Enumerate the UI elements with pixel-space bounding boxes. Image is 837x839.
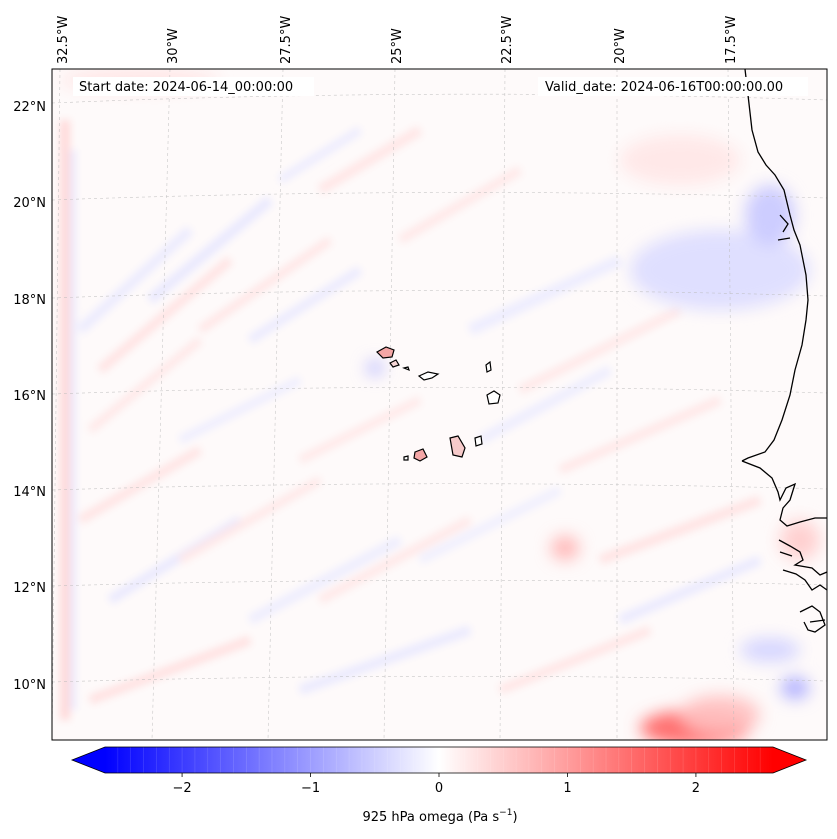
start-date-box <box>73 77 314 96</box>
island-santo-antao <box>376 346 395 359</box>
colorbar: −2 −1 0 1 2 925 hPa omega (Pa s−1) <box>70 746 808 825</box>
parallel-20n <box>52 192 827 201</box>
lon-tick-label: 32.5°W <box>56 16 71 64</box>
lat-tick-label: 22°N <box>13 100 46 115</box>
lon-tick-label: 17.5°W <box>724 16 739 64</box>
coastline-western-sahara <box>777 214 791 241</box>
coastline-mauritania <box>741 69 809 462</box>
parallel-22n <box>52 93 827 104</box>
island-boa-vista <box>486 390 501 405</box>
lat-tick-label: 14°N <box>13 485 46 500</box>
lat-tick-label: 10°N <box>13 678 46 693</box>
colorbar-label-close: ) <box>512 810 517 825</box>
lon-tick-label: 27.5°W <box>279 16 294 64</box>
island-maio <box>474 435 483 447</box>
parallel-12n <box>52 579 827 587</box>
coastline-gambia-guinea <box>778 539 827 633</box>
colorbar-tick-label: 1 <box>563 781 571 796</box>
lon-tick-label: 25°W <box>390 28 405 64</box>
island-sal <box>485 360 492 373</box>
west-edge-band <box>70 150 76 710</box>
colorbar-label: 925 hPa omega (Pa s−1) <box>362 808 517 825</box>
lat-tick-label: 20°N <box>13 196 46 211</box>
west-edge-band <box>60 120 70 720</box>
colorbar-min-extend <box>72 747 105 773</box>
colorbar-tick-label: 0 <box>435 781 443 796</box>
subsidence-region <box>781 677 809 699</box>
coastline-senegal <box>741 460 827 527</box>
ascent-region <box>620 135 740 185</box>
cape-verde-islands <box>376 346 501 462</box>
latitude-labels: 22°N 20°N 18°N 16°N 14°N 12°N 10°N <box>13 100 46 693</box>
ascent-region <box>680 695 760 735</box>
colorbar-ticks: −2 −1 0 1 2 <box>172 773 700 796</box>
subsidence-region <box>745 185 795 245</box>
island-fogo <box>413 448 428 462</box>
lat-tick-label: 12°N <box>13 581 46 596</box>
subsidence-region <box>630 230 810 310</box>
meridian-32.5w <box>52 69 61 740</box>
colorbar-label-text: 925 hPa omega (Pa s <box>362 810 499 825</box>
colorbar-tick-label: −2 <box>172 781 191 796</box>
graticule <box>52 69 827 740</box>
longitude-labels: 32.5°W 30°W 27.5°W 25°W 22.5°W 20°W 17.5… <box>56 16 739 64</box>
parallel-10n <box>52 675 827 683</box>
subsidence-region <box>740 638 800 662</box>
valid-date-box <box>538 77 808 96</box>
lat-tick-label: 16°N <box>13 389 46 404</box>
header: Start date: 2024-06-14_00:00:00 Valid_da… <box>73 77 808 96</box>
island-santa-luzia <box>402 366 410 372</box>
meridian-30w <box>151 69 171 740</box>
start-date-label: Start date: 2024-06-14_00:00:00 <box>79 80 293 95</box>
meridian-25w <box>383 69 396 740</box>
map-frame <box>51 68 828 741</box>
island-sao-nicolau <box>417 371 440 381</box>
colorbar-max-extend <box>773 747 806 773</box>
colorbar-outline <box>70 746 808 774</box>
africa-coastline <box>741 69 827 633</box>
ascent-region <box>551 536 579 560</box>
meridian-17.5w <box>727 69 735 740</box>
colorbar-body <box>105 747 773 773</box>
parallel-14n <box>52 483 827 491</box>
parallel-16n <box>52 386 827 395</box>
subsidence-region <box>367 361 383 375</box>
ascent-region <box>780 520 820 560</box>
omega-blobs <box>60 70 820 740</box>
island-santiago <box>449 435 466 458</box>
lat-tick-label: 18°N <box>13 293 46 308</box>
diagonal-streaks <box>76 125 762 705</box>
island-sao-vicente <box>389 359 400 368</box>
meridian-27.5w <box>267 69 284 740</box>
omega-field <box>60 120 762 720</box>
lon-tick-label: 22.5°W <box>500 16 515 64</box>
colorbar-label-exponent: −1 <box>499 808 512 818</box>
colorbar-tick-label: −1 <box>301 781 320 796</box>
colorbar-level-lines <box>117 747 761 773</box>
parallel-18n <box>52 290 827 299</box>
valid-date-label: Valid_date: 2024-06-16T00:00:00.00 <box>545 80 783 95</box>
lon-tick-label: 20°W <box>613 28 628 64</box>
lon-tick-label: 30°W <box>166 28 181 64</box>
colorbar-tick-label: 2 <box>692 781 700 796</box>
plot-area <box>52 69 827 740</box>
island-brava <box>403 455 409 461</box>
meridian-22.5w <box>499 69 506 740</box>
